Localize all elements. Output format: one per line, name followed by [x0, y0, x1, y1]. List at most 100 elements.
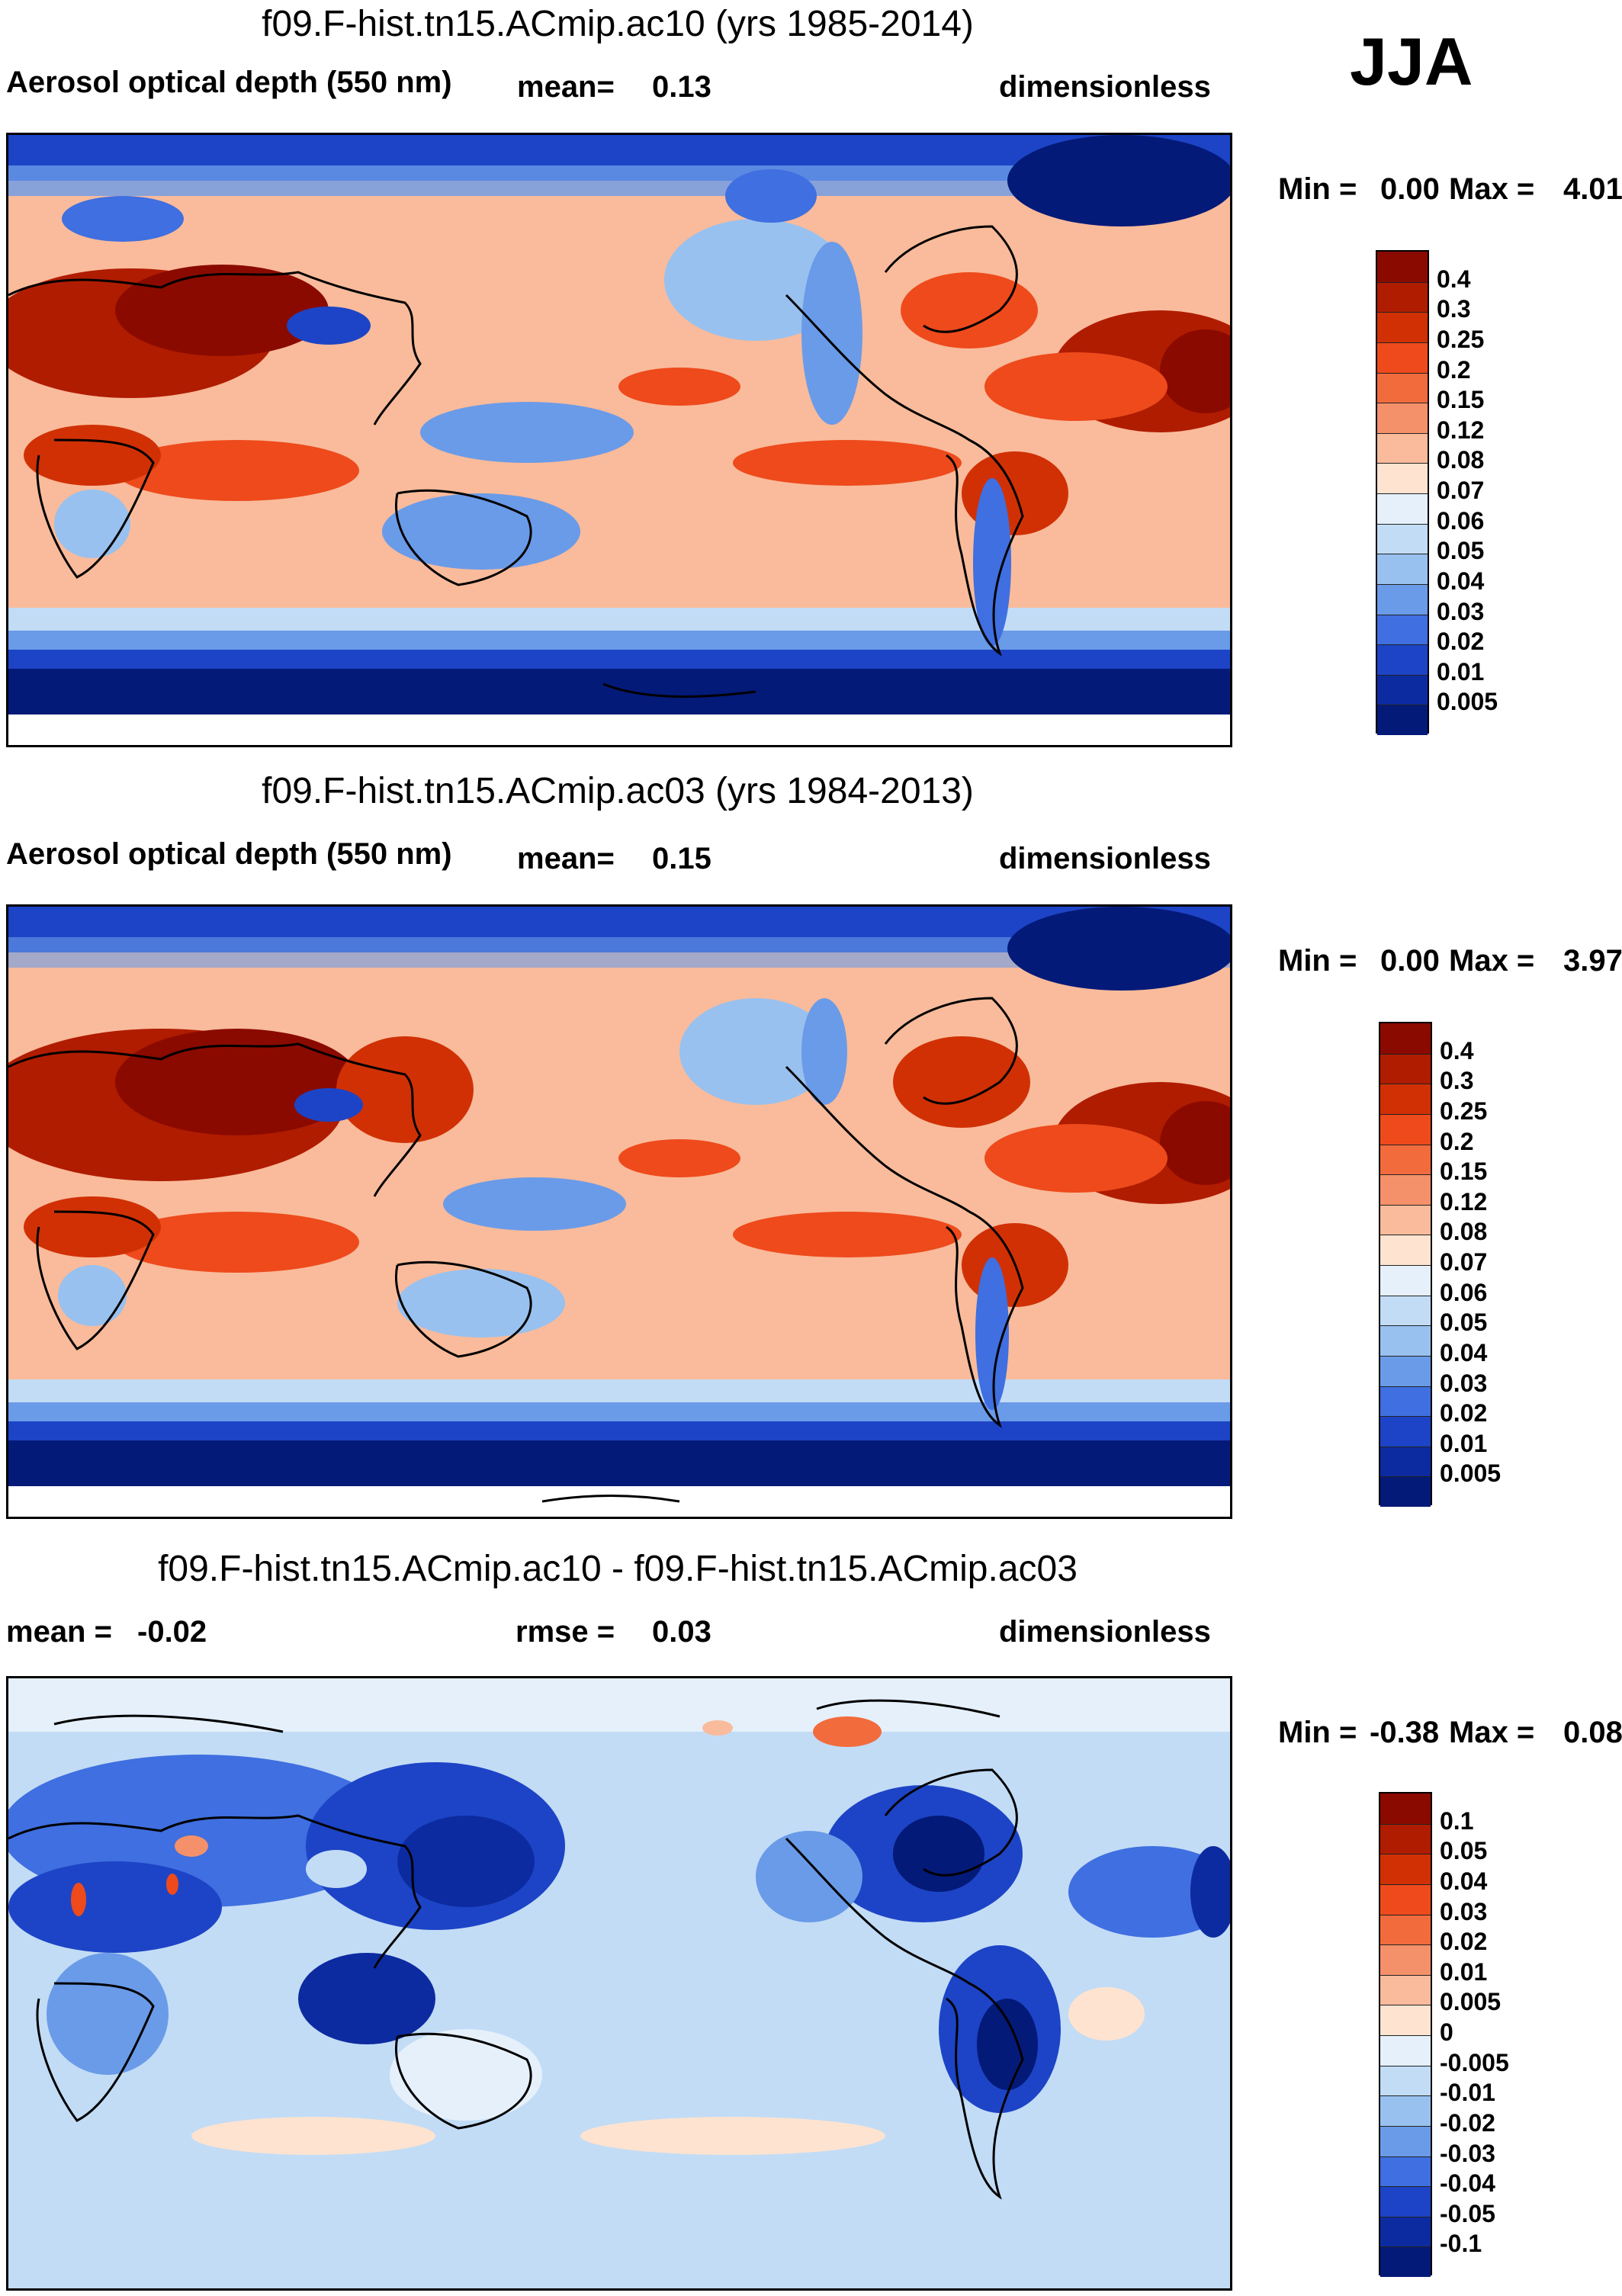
- colorbar-tick-label: 0.07: [1437, 477, 1485, 504]
- panel2-min-value: 0.00: [1380, 944, 1440, 978]
- colorbar-tick-label: 0.2: [1440, 1127, 1474, 1155]
- colorbar-segment: [1380, 2125, 1431, 2156]
- panel2-variable-label: Aerosol optical depth (550 nm): [6, 837, 452, 871]
- colorbar-segment: [1380, 1416, 1431, 1447]
- season-label: JJA: [1350, 24, 1473, 99]
- colorbar-tick-label: 0.005: [1440, 1459, 1502, 1488]
- colorbar-segment: [1380, 1476, 1431, 1507]
- colorbar-segment: [1380, 1265, 1431, 1296]
- colorbar-tick-label: -0.05: [1440, 2199, 1495, 2227]
- panel2-units: dimensionless: [999, 842, 1211, 875]
- colorbar-tick-label: 0.04: [1437, 567, 1485, 595]
- panel3-min-label: Min =: [1278, 1716, 1357, 1749]
- colorbar-tick-label: -0.005: [1440, 2048, 1509, 2076]
- panel3-units: dimensionless: [999, 1615, 1211, 1649]
- colorbar-tick-label: 0.03: [1437, 597, 1485, 625]
- panel3-mean-value: -0.02: [137, 1615, 207, 1649]
- colorbar-tick-label: 0.03: [1440, 1897, 1488, 1925]
- panel1-min-label: Min =: [1278, 172, 1357, 206]
- colorbar-segment: [1377, 342, 1428, 373]
- colorbar-segment: [1380, 1974, 1431, 2005]
- colorbar-tick-label: 0: [1440, 2018, 1453, 2046]
- panel1-units: dimensionless: [999, 70, 1211, 104]
- colorbar-segment: [1380, 1944, 1431, 1975]
- panel2-max-value: 3.97: [1563, 944, 1622, 978]
- colorbar-segment: [1380, 1023, 1431, 1054]
- colorbar-tick-label: 0.06: [1440, 1278, 1488, 1306]
- colorbar-tick-label: 0.04: [1440, 1867, 1488, 1895]
- colorbar-tick-label: 0.15: [1440, 1158, 1488, 1186]
- panel2-map: [6, 904, 1232, 1519]
- colorbar-tick-label: 0.15: [1437, 386, 1485, 414]
- panel3-title: f09.F-hist.tn15.ACmip.ac10 - f09.F-hist.…: [158, 1549, 1078, 1589]
- colorbar-segment: [1380, 1823, 1431, 1854]
- colorbar-segment: [1380, 1325, 1431, 1356]
- colorbar-tick-label: -0.1: [1440, 2230, 1482, 2258]
- colorbar-segment: [1380, 1084, 1431, 1114]
- colorbar-segment: [1377, 493, 1428, 524]
- colorbar-segment: [1380, 2035, 1431, 2066]
- colorbar-tick-label: 0.02: [1437, 628, 1485, 656]
- colorbar-segment: [1377, 614, 1428, 645]
- colorbar-segment: [1380, 1204, 1431, 1235]
- colorbar-tick-label: -0.02: [1440, 2108, 1495, 2137]
- colorbar-segment: [1380, 2186, 1431, 2217]
- colorbar-tick-label: 0.25: [1440, 1097, 1488, 1125]
- colorbar-segment: [1380, 1355, 1431, 1386]
- colorbar-segment: [1377, 674, 1428, 705]
- colorbar-tick-label: 0.04: [1440, 1338, 1488, 1366]
- colorbar-tick-label: 0.25: [1437, 325, 1485, 353]
- colorbar-tick-label: 0.02: [1440, 1928, 1488, 1956]
- colorbar-segment: [1380, 1295, 1431, 1326]
- panel3-colorbar: [1379, 1792, 1432, 2277]
- colorbar-segment: [1380, 2246, 1431, 2277]
- colorbar-tick-label: 0.12: [1440, 1187, 1488, 1215]
- colorbar-segment: [1377, 312, 1428, 342]
- colorbar-tick-label: 0.4: [1437, 265, 1471, 293]
- panel3-max-value: 0.08: [1563, 1716, 1622, 1749]
- colorbar-segment: [1380, 1854, 1431, 1884]
- colorbar-tick-label: 0.01: [1437, 657, 1485, 686]
- colorbar-segment: [1380, 1914, 1431, 1945]
- colorbar-segment: [1380, 1235, 1431, 1265]
- colorbar-tick-label: -0.01: [1440, 2079, 1495, 2107]
- colorbar-tick-label: -0.03: [1440, 2139, 1495, 2167]
- colorbar-segment: [1380, 2156, 1431, 2187]
- panel3-map: [6, 1676, 1232, 2291]
- panel3-rmse-value: 0.03: [652, 1615, 711, 1649]
- colorbar-segment: [1380, 1174, 1431, 1205]
- colorbar-tick-label: 0.05: [1440, 1309, 1488, 1337]
- panel3-min-value: -0.38: [1370, 1716, 1440, 1749]
- colorbar-tick-label: 0.06: [1437, 506, 1485, 535]
- colorbar-segment: [1380, 1113, 1431, 1145]
- colorbar-tick-label: 0.12: [1437, 416, 1485, 444]
- colorbar-tick-label: 0.005: [1440, 1988, 1502, 2016]
- colorbar-segment: [1377, 583, 1428, 615]
- panel1-colorbar: [1376, 250, 1429, 735]
- colorbar-segment: [1377, 403, 1428, 433]
- colorbar-tick-label: 0.4: [1440, 1036, 1474, 1065]
- colorbar-tick-label: 0.3: [1437, 295, 1471, 323]
- panel1-mean-label: mean=: [517, 70, 615, 104]
- panel3-max-label: Max =: [1449, 1716, 1535, 1749]
- colorbar-tick-label: 0.01: [1440, 1429, 1488, 1457]
- colorbar-tick-label: 0.07: [1440, 1248, 1488, 1276]
- colorbar-segment: [1377, 644, 1428, 675]
- colorbar-segment: [1377, 252, 1428, 282]
- colorbar-segment: [1380, 1386, 1431, 1417]
- panel1-max-label: Max =: [1449, 172, 1535, 206]
- colorbar-tick-label: 0.2: [1437, 355, 1471, 384]
- colorbar-segment: [1380, 2216, 1431, 2247]
- panel1-mean-value: 0.13: [652, 70, 711, 104]
- colorbar-tick-label: 0.02: [1440, 1399, 1488, 1427]
- colorbar-segment: [1380, 2095, 1431, 2126]
- colorbar-segment: [1377, 554, 1428, 584]
- panel2-mean-value: 0.15: [652, 842, 711, 875]
- panel2-map-field: [8, 907, 1230, 1517]
- panel1-min-value: 0.00: [1380, 172, 1440, 206]
- colorbar-tick-label: 0.1: [1440, 1806, 1474, 1835]
- colorbar-segment: [1380, 1144, 1431, 1175]
- panel1-variable-label: Aerosol optical depth (550 nm): [6, 66, 452, 99]
- colorbar-tick-label: 0.08: [1440, 1218, 1488, 1246]
- colorbar-tick-label: 0.01: [1440, 1957, 1488, 1986]
